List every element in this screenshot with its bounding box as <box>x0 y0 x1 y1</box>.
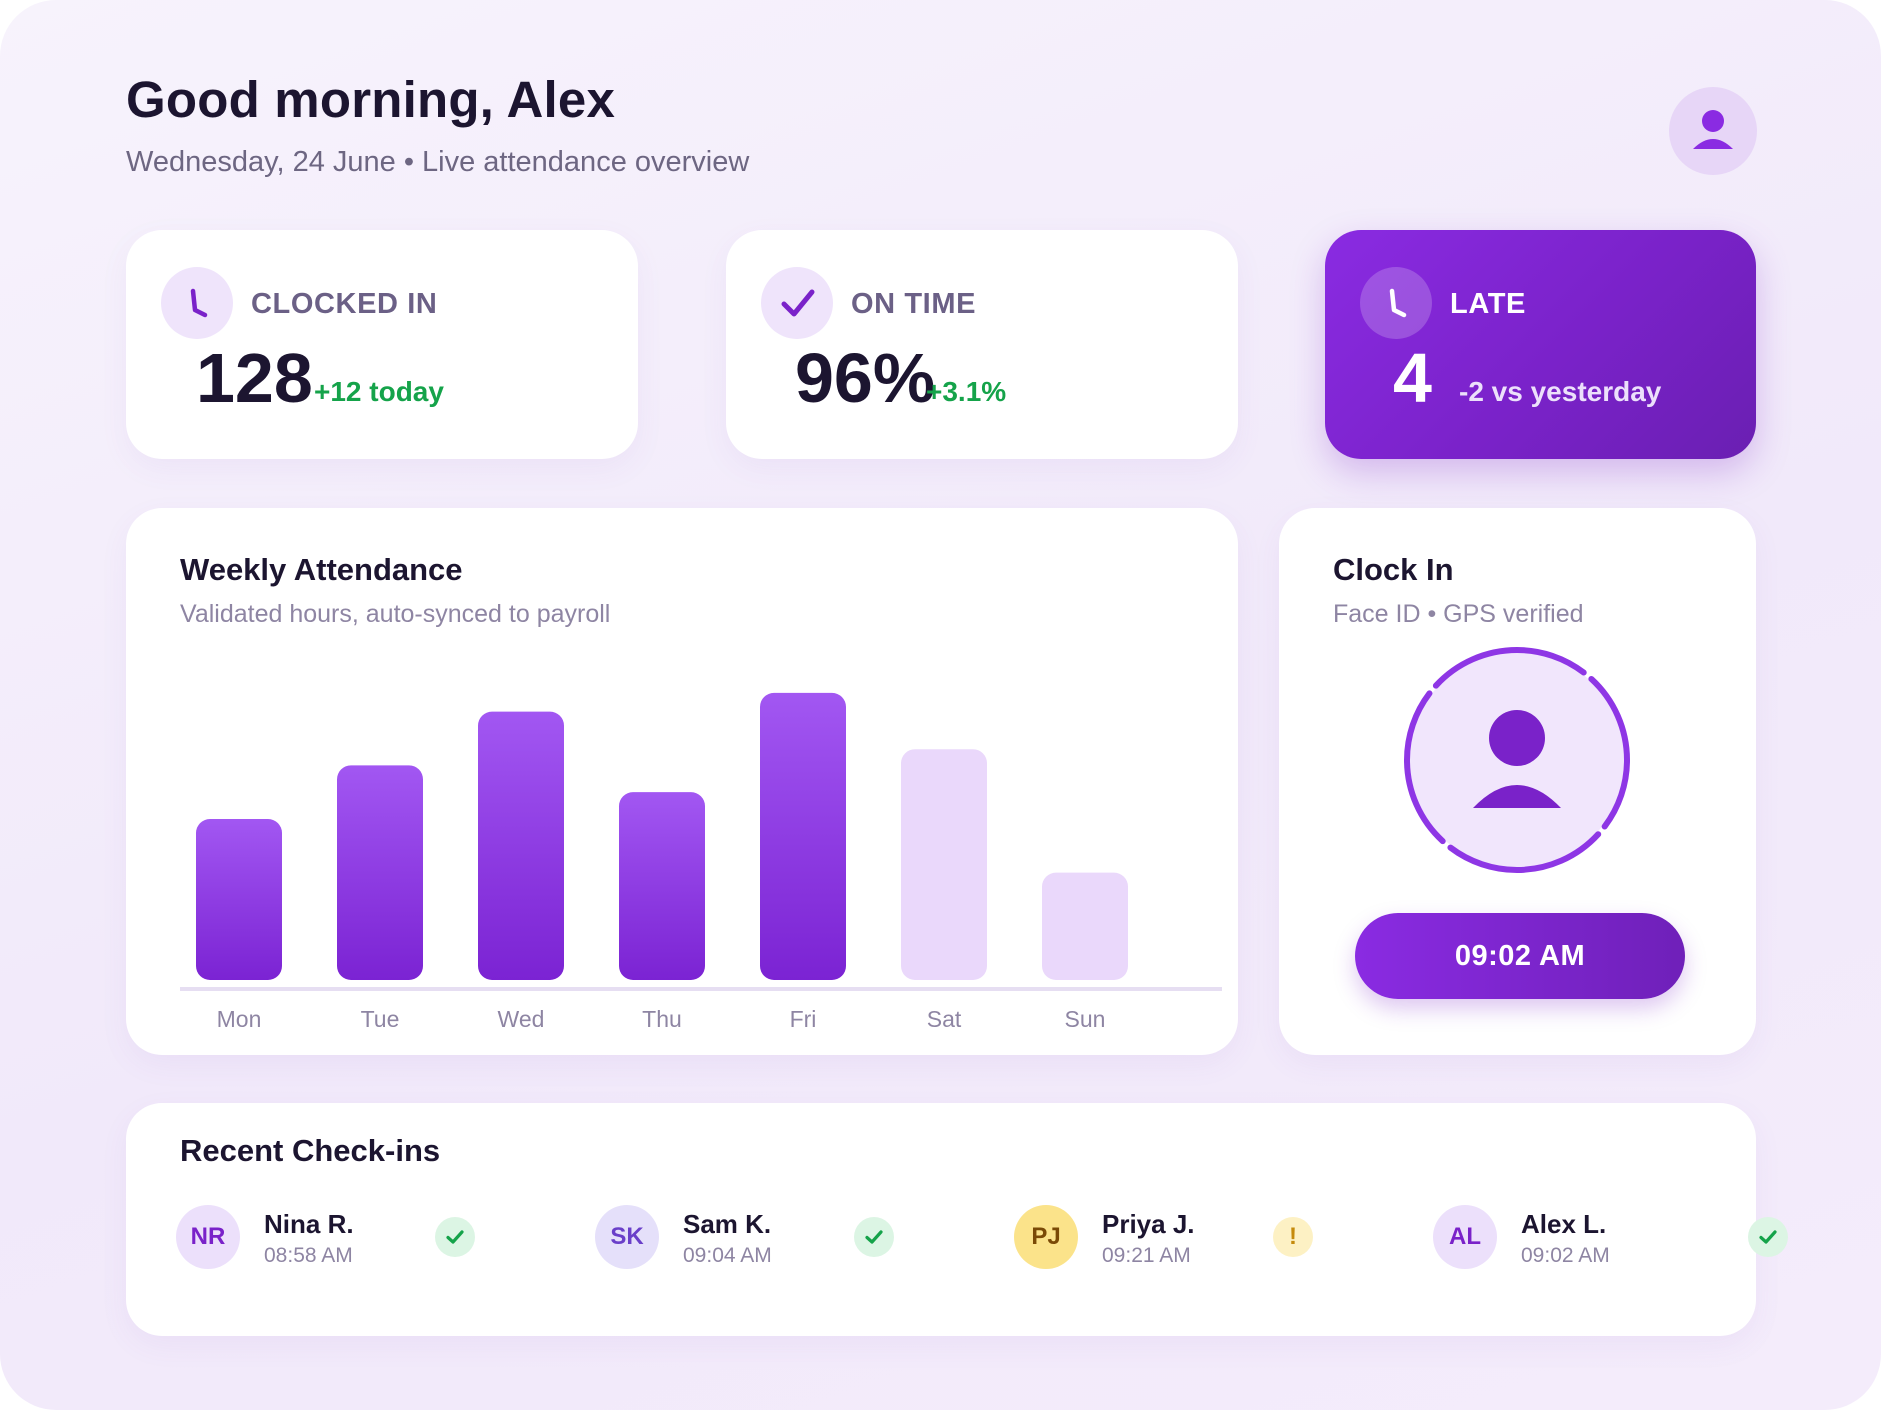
checkin-time: 09:04 AM <box>683 1244 772 1267</box>
recent-title: Recent Check-ins <box>180 1133 441 1168</box>
stat-label: LATE <box>1450 288 1526 320</box>
checkin-item[interactable]: NR Nina R. 08:58 AM <box>176 1205 516 1271</box>
person-name: Sam K. <box>683 1209 772 1239</box>
stat-delta: +3.1% <box>926 376 1007 407</box>
chart-x-label: Fri <box>790 1006 817 1032</box>
warning-icon: ! <box>1273 1217 1313 1257</box>
chart-bar-sun <box>1042 872 1128 980</box>
person-name: Alex L. <box>1521 1209 1607 1239</box>
clock-in-subtitle: Face ID • GPS verified <box>1333 600 1584 628</box>
clock-icon <box>161 267 233 339</box>
stat-label: CLOCKED IN <box>251 288 438 320</box>
face-scan-icon[interactable] <box>1401 644 1633 876</box>
page-subtitle: Wednesday, 24 June • Live attendance ove… <box>126 146 750 178</box>
chart-x-label: Wed <box>498 1006 545 1032</box>
chart-x-label: Tue <box>361 1006 400 1032</box>
user-icon <box>1693 110 1733 149</box>
stat-value: 128 <box>196 339 313 417</box>
chart-x-label: Sat <box>927 1006 962 1032</box>
weekly-subtitle: Validated hours, auto-synced to payroll <box>180 600 611 628</box>
check-icon <box>1748 1217 1788 1257</box>
page-title: Good morning, Alex <box>126 71 616 128</box>
chart-bar-tue <box>337 765 423 980</box>
avatar: NR <box>176 1205 240 1269</box>
stat-value: 96% <box>795 339 936 417</box>
checkin-time: 08:58 AM <box>264 1244 353 1267</box>
clock-icon <box>1360 267 1432 339</box>
person-name: Priya J. <box>1102 1209 1195 1239</box>
person-name: Nina R. <box>264 1209 354 1239</box>
checkin-item[interactable]: PJ Priya J. 09:21 AM ! <box>1014 1205 1354 1271</box>
check-icon <box>435 1217 475 1257</box>
chart-bar-thu <box>619 792 705 980</box>
recent-checkins-card: Recent Check-ins NR Nina R. 08:58 AM SK … <box>126 1103 1788 1336</box>
check-icon <box>761 267 833 339</box>
avatar: PJ <box>1014 1205 1078 1269</box>
chart-x-label: Sun <box>1065 1006 1106 1032</box>
stat-value: 4 <box>1393 339 1432 417</box>
weekly-attendance-card: Weekly Attendance Validated hours, auto-… <box>126 508 1238 1055</box>
stat-card-late[interactable]: LATE 4 -2 vs yesterday <box>1325 230 1756 459</box>
stat-card-clocked-in[interactable]: CLOCKED IN 128 +12 today <box>126 230 638 459</box>
checkin-time: 09:02 AM <box>1521 1244 1610 1267</box>
chart-bar-mon <box>196 819 282 980</box>
checkin-item[interactable]: AL Alex L. 09:02 AM <box>1433 1205 1788 1271</box>
profile-avatar[interactable] <box>1669 87 1757 175</box>
stat-card-on-time[interactable]: ON TIME 96% +3.1% <box>726 230 1238 459</box>
checkin-item[interactable]: SK Sam K. 09:04 AM <box>595 1205 935 1271</box>
clock-in-title: Clock In <box>1333 552 1454 587</box>
chart-bar-fri <box>760 692 846 980</box>
avatar: AL <box>1433 1205 1497 1269</box>
checkin-time: 09:21 AM <box>1102 1244 1191 1267</box>
chart-bar-wed <box>478 711 564 980</box>
chart-x-label: Mon <box>217 1006 262 1032</box>
clock-in-time-button[interactable]: 09:02 AM <box>1355 913 1685 999</box>
chart-bar-sat <box>901 749 987 980</box>
clock-in-card: Clock In Face ID • GPS verified 09:02 AM <box>1279 508 1756 1055</box>
weekly-bar-chart: Mon Tue Wed Thu Fri Sat Sun <box>180 692 1222 1032</box>
stat-label: ON TIME <box>851 288 977 320</box>
stat-delta: +12 today <box>314 376 444 407</box>
check-icon <box>854 1217 894 1257</box>
avatar: SK <box>595 1205 659 1269</box>
stat-delta: -2 vs yesterday <box>1459 376 1662 407</box>
chart-x-label: Thu <box>642 1006 682 1032</box>
weekly-title: Weekly Attendance <box>180 552 463 587</box>
